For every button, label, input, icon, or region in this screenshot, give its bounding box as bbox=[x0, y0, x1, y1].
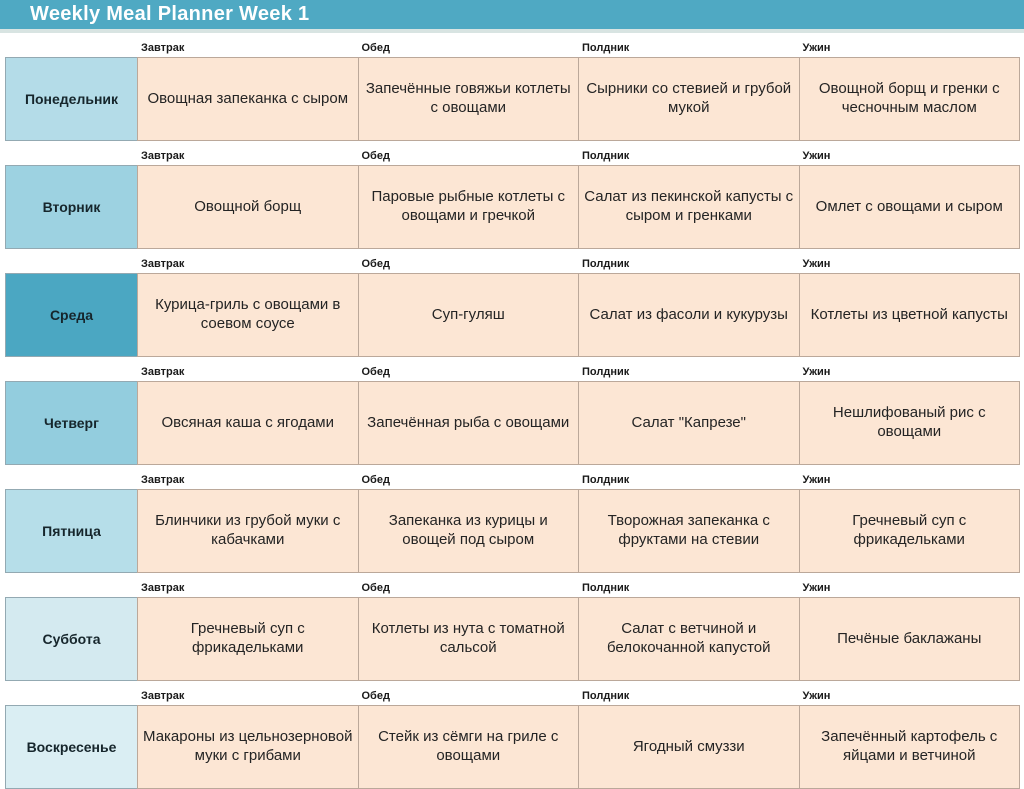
day-row: Завтрак Обед Полдник Ужин Вторник Овощно… bbox=[5, 149, 1020, 249]
column-label-dinner: Ужин bbox=[802, 366, 831, 378]
meal-cell-dinner: Запечённый картофель с яйцами и ветчиной bbox=[798, 705, 1020, 789]
meal-cell-snack: Салат из фасоли и кукурузы bbox=[578, 273, 800, 357]
day-cells-row: Пятница Блинчики из грубой муки с кабачк… bbox=[5, 489, 1020, 573]
column-label-lunch: Обед bbox=[361, 474, 390, 486]
day-cells-row: Четверг Овсяная каша с ягодами Запечённа… bbox=[5, 381, 1020, 465]
meal-cell-dinner: Печёные баклажаны bbox=[798, 597, 1020, 681]
column-label-dinner: Ужин bbox=[802, 690, 831, 702]
column-label-breakfast: Завтрак bbox=[141, 150, 185, 162]
meal-cell-lunch: Суп-гуляш bbox=[357, 273, 579, 357]
planner-table: Завтрак Обед Полдник Ужин Понедельник Ов… bbox=[0, 33, 1024, 789]
day-row: Завтрак Обед Полдник Ужин Четверг Овсяна… bbox=[5, 365, 1020, 465]
meal-column-labels: Завтрак Обед Полдник Ужин bbox=[5, 473, 1020, 488]
day-row: Завтрак Обед Полдник Ужин Суббота Гречне… bbox=[5, 581, 1020, 681]
meal-cell-snack: Салат из пекинской капусты с сыром и гре… bbox=[578, 165, 800, 249]
column-label-lunch: Обед bbox=[361, 150, 390, 162]
meal-cell-breakfast: Овсяная каша с ягодами bbox=[137, 381, 359, 465]
meal-cell-breakfast: Гречневый суп с фрикадельками bbox=[137, 597, 359, 681]
day-cells-row: Понедельник Овощная запеканка с сыром За… bbox=[5, 57, 1020, 141]
column-label-snack: Полдник bbox=[582, 474, 630, 486]
column-label-breakfast: Завтрак bbox=[141, 42, 185, 54]
meal-cell-dinner: Нешлифованый рис с овощами bbox=[798, 381, 1020, 465]
meal-column-labels: Завтрак Обед Полдник Ужин bbox=[5, 149, 1020, 164]
meal-cell-dinner: Гречневый суп с фрикадельками bbox=[798, 489, 1020, 573]
day-row: Завтрак Обед Полдник Ужин Воскресенье Ма… bbox=[5, 689, 1020, 789]
meal-cell-snack: Сырники со стевией и грубой мукой bbox=[578, 57, 800, 141]
meal-cell-snack: Салат "Капрезе" bbox=[578, 381, 800, 465]
column-label-lunch: Обед bbox=[361, 582, 390, 594]
meal-cell-lunch: Запеканка из курицы и овощей под сыром bbox=[357, 489, 579, 573]
page-title: Weekly Meal Planner Week 1 bbox=[30, 3, 310, 25]
meal-cell-snack: Творожная запеканка с фруктами на стевии bbox=[578, 489, 800, 573]
meal-column-labels: Завтрак Обед Полдник Ужин bbox=[5, 41, 1020, 56]
day-name-cell: Суббота bbox=[5, 597, 138, 681]
column-label-snack: Полдник bbox=[582, 582, 630, 594]
column-label-lunch: Обед bbox=[361, 366, 390, 378]
day-cells-row: Вторник Овощной борщ Паровые рыбные котл… bbox=[5, 165, 1020, 249]
meal-cell-breakfast: Овощной борщ bbox=[137, 165, 359, 249]
column-label-snack: Полдник bbox=[582, 258, 630, 270]
day-name-cell: Четверг bbox=[5, 381, 138, 465]
day-cells-row: Среда Курица-гриль с овощами в соевом со… bbox=[5, 273, 1020, 357]
day-row: Завтрак Обед Полдник Ужин Среда Курица-г… bbox=[5, 257, 1020, 357]
column-label-dinner: Ужин bbox=[802, 474, 831, 486]
day-name-cell: Понедельник bbox=[5, 57, 138, 141]
header-bar: Weekly Meal Planner Week 1 bbox=[0, 0, 1024, 33]
column-label-snack: Полдник bbox=[582, 150, 630, 162]
meal-cell-lunch: Паровые рыбные котлеты с овощами и гречк… bbox=[357, 165, 579, 249]
day-row: Завтрак Обед Полдник Ужин Пятница Блинчи… bbox=[5, 473, 1020, 573]
meal-column-labels: Завтрак Обед Полдник Ужин bbox=[5, 581, 1020, 596]
meal-cell-lunch: Запечённые говяжьи котлеты с овощами bbox=[357, 57, 579, 141]
column-label-dinner: Ужин bbox=[802, 42, 831, 54]
column-label-snack: Полдник bbox=[582, 690, 630, 702]
column-label-breakfast: Завтрак bbox=[141, 690, 185, 702]
meal-cell-dinner: Котлеты из цветной капусты bbox=[798, 273, 1020, 357]
meal-cell-breakfast: Курица-гриль с овощами в соевом соусе bbox=[137, 273, 359, 357]
day-name-cell: Воскресенье bbox=[5, 705, 138, 789]
meal-column-labels: Завтрак Обед Полдник Ужин bbox=[5, 689, 1020, 704]
meal-cell-lunch: Котлеты из нута с томатной сальсой bbox=[357, 597, 579, 681]
column-label-lunch: Обед bbox=[361, 42, 390, 54]
meal-cell-breakfast: Овощная запеканка с сыром bbox=[137, 57, 359, 141]
meal-cell-breakfast: Макароны из цельнозерновой муки с грибам… bbox=[137, 705, 359, 789]
day-name-cell: Среда bbox=[5, 273, 138, 357]
day-row: Завтрак Обед Полдник Ужин Понедельник Ов… bbox=[5, 41, 1020, 141]
column-label-snack: Полдник bbox=[582, 366, 630, 378]
column-label-lunch: Обед bbox=[361, 258, 390, 270]
meal-column-labels: Завтрак Обед Полдник Ужин bbox=[5, 257, 1020, 272]
day-cells-row: Воскресенье Макароны из цельнозерновой м… bbox=[5, 705, 1020, 789]
meal-cell-snack: Салат с ветчиной и белокочанной капустой bbox=[578, 597, 800, 681]
day-name-cell: Вторник bbox=[5, 165, 138, 249]
meal-cell-dinner: Овощной борщ и гренки с чесночным маслом bbox=[798, 57, 1020, 141]
column-label-breakfast: Завтрак bbox=[141, 258, 185, 270]
column-label-dinner: Ужин bbox=[802, 582, 831, 594]
column-label-snack: Полдник bbox=[582, 42, 630, 54]
meal-cell-snack: Ягодный смуззи bbox=[578, 705, 800, 789]
meal-cell-breakfast: Блинчики из грубой муки с кабачками bbox=[137, 489, 359, 573]
column-label-breakfast: Завтрак bbox=[141, 474, 185, 486]
day-name-cell: Пятница bbox=[5, 489, 138, 573]
meal-cell-lunch: Запечённая рыба с овощами bbox=[357, 381, 579, 465]
column-label-breakfast: Завтрак bbox=[141, 366, 185, 378]
column-label-breakfast: Завтрак bbox=[141, 582, 185, 594]
column-label-lunch: Обед bbox=[361, 690, 390, 702]
column-label-dinner: Ужин bbox=[802, 150, 831, 162]
column-label-dinner: Ужин bbox=[802, 258, 831, 270]
meal-cell-lunch: Стейк из сёмги на гриле с овощами bbox=[357, 705, 579, 789]
day-cells-row: Суббота Гречневый суп с фрикадельками Ко… bbox=[5, 597, 1020, 681]
meal-cell-dinner: Омлет с овощами и сыром bbox=[798, 165, 1020, 249]
meal-column-labels: Завтрак Обед Полдник Ужин bbox=[5, 365, 1020, 380]
